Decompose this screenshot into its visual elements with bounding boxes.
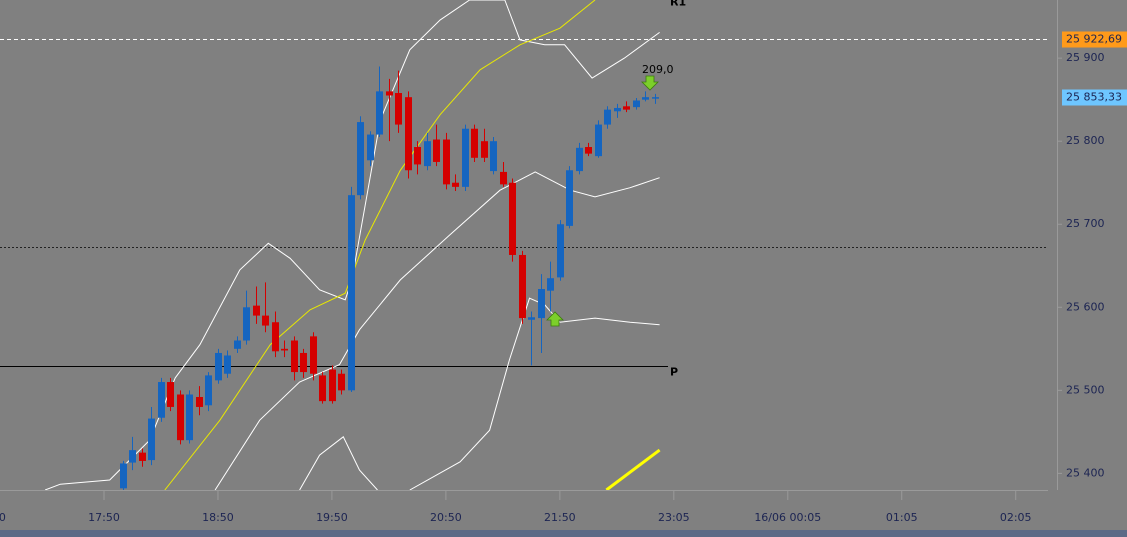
candle-body bbox=[623, 106, 630, 110]
candle-body bbox=[547, 278, 554, 291]
candle-body bbox=[167, 382, 174, 407]
candle-body bbox=[129, 450, 136, 463]
candle-body bbox=[158, 382, 165, 418]
candle-body bbox=[509, 182, 516, 255]
candle-body bbox=[177, 394, 184, 441]
candle-body bbox=[139, 452, 146, 461]
indicator-line bbox=[605, 448, 661, 490]
candle-body bbox=[196, 396, 203, 407]
candle-body bbox=[405, 97, 412, 171]
candle-body bbox=[452, 182, 459, 187]
candle-body bbox=[338, 373, 345, 391]
candle-body bbox=[205, 375, 212, 406]
x-tick-label: 18:50 bbox=[202, 511, 234, 524]
candle-body bbox=[433, 139, 440, 162]
candle-body bbox=[557, 224, 564, 278]
candle-body bbox=[481, 141, 488, 158]
candle-body bbox=[215, 352, 222, 381]
level-name: R1 bbox=[670, 0, 686, 9]
candle-body bbox=[642, 97, 649, 100]
x-tick-label: 16:50 bbox=[0, 511, 6, 524]
candle-body bbox=[272, 322, 279, 352]
candle-body bbox=[595, 124, 602, 157]
x-tick-label: 20:50 bbox=[430, 511, 462, 524]
candle-body bbox=[386, 91, 393, 96]
candle-body bbox=[243, 307, 250, 341]
x-tick-label: 17:50 bbox=[88, 511, 120, 524]
candle-body bbox=[585, 147, 592, 154]
price-tag-label: 25 922,69 bbox=[1066, 33, 1122, 46]
candle-body bbox=[319, 375, 326, 402]
plot-area bbox=[0, 0, 1048, 490]
x-tick-label: 02:05 bbox=[1000, 511, 1032, 524]
candle-body bbox=[462, 128, 469, 187]
bottom-strip bbox=[0, 530, 1127, 537]
x-tick-label: 21:50 bbox=[544, 511, 576, 524]
indicator-line bbox=[214, 171, 660, 490]
candle-body bbox=[490, 141, 497, 172]
price-tag bbox=[1062, 89, 1127, 106]
candle-body bbox=[291, 340, 298, 373]
candle-body bbox=[566, 170, 573, 226]
candle-body bbox=[148, 418, 155, 461]
candle-body bbox=[262, 315, 269, 326]
candle-body bbox=[348, 195, 355, 391]
indicator-line bbox=[164, 0, 596, 490]
candle-body bbox=[224, 355, 231, 374]
candle-body bbox=[519, 254, 526, 319]
candle-body bbox=[604, 109, 611, 125]
candle-body bbox=[253, 305, 260, 316]
candle-body bbox=[443, 139, 450, 185]
candle-body bbox=[357, 122, 364, 196]
candle-body bbox=[395, 93, 402, 125]
candle-body bbox=[414, 147, 421, 165]
x-tick-label: 01:05 bbox=[886, 511, 918, 524]
candle-body bbox=[281, 348, 288, 351]
candle-body bbox=[424, 141, 431, 167]
level-name: P bbox=[670, 366, 678, 379]
x-tick-label: 23:05 bbox=[658, 511, 690, 524]
candle-body bbox=[500, 171, 507, 185]
candle-body bbox=[300, 352, 307, 373]
candle-body bbox=[329, 369, 336, 402]
candle-body bbox=[614, 107, 621, 112]
x-tick-label: 19:50 bbox=[316, 511, 348, 524]
annotation: 209,0 bbox=[642, 63, 674, 76]
candle-body bbox=[367, 134, 374, 161]
y-tick-label: 25 500 bbox=[1066, 383, 1105, 396]
candle-body bbox=[376, 91, 383, 135]
buy-arrow bbox=[546, 311, 564, 327]
y-tick-label: 25 900 bbox=[1066, 51, 1105, 64]
price-tag bbox=[1062, 31, 1127, 48]
y-tick-label: 25 800 bbox=[1066, 134, 1105, 147]
sell-arrow bbox=[641, 75, 659, 91]
candle-body bbox=[310, 336, 317, 374]
price-tag-label: 25 853,33 bbox=[1066, 91, 1122, 104]
candle-body bbox=[576, 147, 583, 172]
candle-body bbox=[120, 463, 127, 489]
candle-body bbox=[234, 340, 241, 349]
candle-body bbox=[538, 289, 545, 319]
y-tick-label: 25 700 bbox=[1066, 217, 1105, 230]
y-tick-label: 25 600 bbox=[1066, 300, 1105, 313]
candle-body bbox=[186, 394, 193, 441]
x-tick-label: 16/06 00:05 bbox=[754, 511, 821, 524]
y-tick-label: 25 400 bbox=[1066, 466, 1105, 479]
candle-body bbox=[471, 128, 478, 158]
candle-body bbox=[652, 97, 659, 99]
indicator-line bbox=[299, 297, 660, 490]
candle-body bbox=[528, 317, 535, 320]
candle-body bbox=[633, 100, 640, 108]
